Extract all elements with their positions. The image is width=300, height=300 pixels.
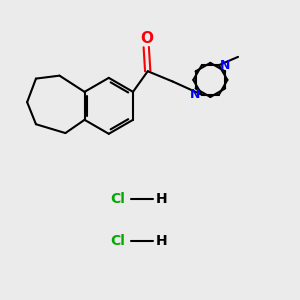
Text: H: H xyxy=(156,234,168,248)
Text: H: H xyxy=(156,192,168,206)
Text: O: O xyxy=(140,31,153,46)
Text: N: N xyxy=(190,88,201,101)
Text: N: N xyxy=(220,58,230,72)
Text: Cl: Cl xyxy=(110,234,125,248)
Text: Cl: Cl xyxy=(110,192,125,206)
